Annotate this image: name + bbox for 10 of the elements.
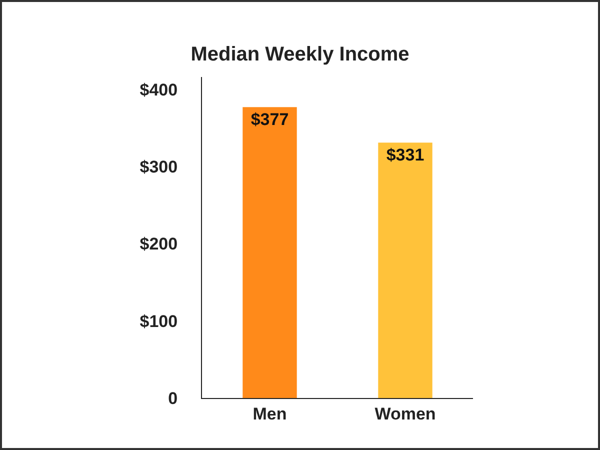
- x-tick-label: Women: [374, 404, 436, 424]
- y-tick-label: $100: [140, 312, 178, 331]
- x-tick-label: Men: [252, 404, 287, 424]
- data-label: $331: [386, 146, 424, 165]
- y-tick-label: 0: [168, 388, 178, 408]
- y-tick-label: $400: [140, 80, 178, 100]
- y-tick-label: $200: [140, 234, 178, 254]
- chart-title: Median Weekly Income: [190, 44, 410, 66]
- data-label: $377: [250, 110, 289, 130]
- y-tick-label: $300: [140, 157, 178, 176]
